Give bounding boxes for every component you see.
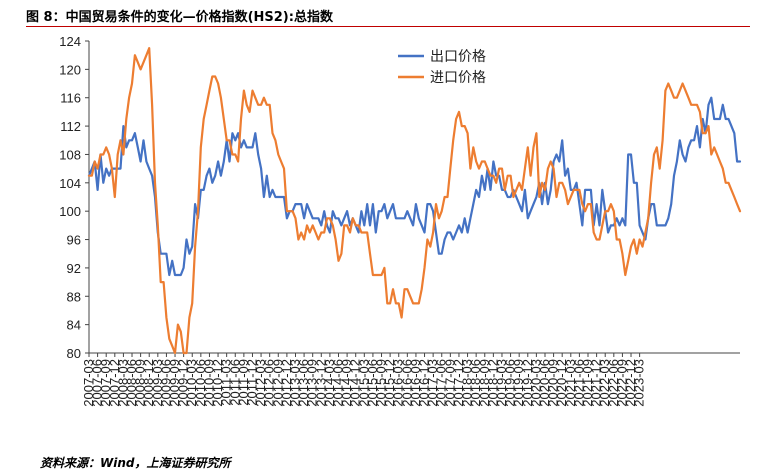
x-tick-label: 2011-12: [244, 359, 259, 406]
x-tick-label: 2016-03: [391, 359, 406, 407]
y-tick-label: 96: [67, 233, 81, 248]
x-tick-label: 2018-09: [477, 359, 492, 407]
x-tick-label: 2010-12: [210, 359, 225, 407]
x-tick-label: 2015-12: [382, 359, 397, 407]
x-tick-label: 2013-03: [287, 359, 302, 407]
x-tick-label: 2008-03: [115, 359, 130, 407]
x-tick-label: 2009-12: [176, 359, 191, 407]
x-tick-label: 2012-06: [262, 359, 277, 407]
y-tick-label: 104: [59, 176, 81, 191]
x-tick-label: 2020-12: [554, 359, 569, 407]
x-tick-label: 2020-09: [546, 359, 561, 407]
x-tick-label: 2019-06: [503, 359, 518, 407]
x-tick-label: 2008-12: [141, 359, 156, 407]
x-tick-label: 2009-03: [150, 359, 165, 407]
x-tick-label: 2019-12: [520, 359, 535, 407]
x-tick-label: 2011-03: [219, 359, 234, 406]
source-note: 资料来源：Wind，上海证券研究所: [40, 456, 231, 470]
x-tick-label: 2012-09: [270, 359, 285, 407]
series-lines: [87, 46, 742, 355]
x-tick-label: 2014-09: [339, 359, 354, 407]
x-axis: 2007-032007-062007-092007-122008-032008-…: [81, 352, 740, 407]
x-tick-label: 2011-06: [227, 359, 242, 406]
x-tick-label: 2017-06: [434, 359, 449, 407]
x-tick-label: 2012-12: [279, 359, 294, 407]
x-tick-label: 2017-12: [451, 359, 466, 407]
x-tick-label: 2022-06: [606, 359, 621, 407]
y-tick-label: 84: [67, 318, 81, 333]
x-tick-label: 2023-03: [632, 359, 647, 407]
x-tick-label: 2010-03: [184, 359, 199, 407]
y-axis: 80 84 88 92 96 100 104 108 112 116 120 124: [59, 34, 90, 361]
x-tick-label: 2008-06: [124, 359, 139, 407]
x-tick-label: 2007-09: [98, 359, 113, 407]
x-tick-label: 2012-03: [253, 359, 268, 407]
x-tick-label: 2017-09: [442, 359, 457, 407]
x-tick-label: 2015-09: [374, 359, 389, 407]
x-tick-label: 2018-06: [468, 359, 483, 407]
y-tick-label: 116: [60, 91, 81, 106]
x-tick-label: 2013-09: [305, 359, 320, 407]
x-tick-label: 2016-09: [408, 359, 423, 407]
x-tick-label: 2010-06: [193, 359, 208, 407]
x-tick-label: 2008-09: [133, 359, 148, 407]
legend-label: 出口价格: [430, 49, 486, 65]
y-tick-label: 92: [67, 261, 81, 276]
x-tick-label: 2019-09: [511, 359, 526, 407]
y-tick-label: 108: [59, 147, 81, 162]
title-rule: [26, 26, 750, 27]
x-tick-label: 2007-06: [90, 359, 105, 407]
x-tick-label: 2018-12: [485, 359, 500, 407]
x-tick-label: 2011-09: [236, 359, 251, 406]
y-tick-label: 120: [59, 62, 81, 77]
x-tick-label: 2020-06: [537, 359, 552, 407]
x-tick-label: 2010-09: [201, 359, 216, 407]
x-tick-label: 2022-09: [614, 359, 629, 407]
x-tick-label: 2020-03: [528, 359, 543, 407]
y-tick-label: 100: [59, 204, 81, 219]
x-tick-label: 2022-03: [597, 359, 612, 407]
x-tick-label: 2021-12: [589, 359, 604, 407]
x-tick-label: 2014-03: [322, 359, 337, 407]
series-line-import-price: [87, 46, 742, 355]
y-tick-label: 124: [59, 34, 81, 49]
x-tick-label: 2018-03: [460, 359, 475, 407]
x-tick-label: 2013-12: [313, 359, 328, 407]
y-tick-label: 112: [60, 119, 81, 134]
x-tick-label: 2014-12: [348, 359, 363, 407]
y-tick-label: 80: [67, 346, 81, 361]
x-tick-label: 2021-09: [580, 359, 595, 407]
x-tick-label: 2009-09: [167, 359, 182, 407]
x-tick-label: 2016-12: [417, 359, 432, 407]
x-tick-label: 2021-03: [563, 359, 578, 407]
x-tick-label: 2013-06: [296, 359, 311, 407]
x-tick-label: 2014-06: [331, 359, 346, 407]
figure-title: 图 8：中国贸易条件的变化—价格指数(HS2):总指数: [26, 10, 333, 25]
x-tick-label: 2015-06: [365, 359, 380, 407]
y-tick-label: 88: [67, 289, 81, 304]
legend-label: 进口价格: [430, 70, 486, 86]
x-tick-label: 2017-03: [425, 359, 440, 407]
x-tick-label: 2022-12: [623, 359, 638, 407]
x-tick-label: 2007-12: [107, 359, 122, 407]
series-line-export-price: [87, 96, 742, 277]
x-tick-label: 2015-03: [356, 359, 371, 407]
x-tick-label: 2016-06: [399, 359, 414, 407]
x-tick-label: 2021-06: [571, 359, 586, 407]
x-tick-label: 2019-03: [494, 359, 509, 407]
x-tick-label: 2007-03: [81, 359, 96, 407]
x-tick-label: 2009-06: [158, 359, 173, 407]
